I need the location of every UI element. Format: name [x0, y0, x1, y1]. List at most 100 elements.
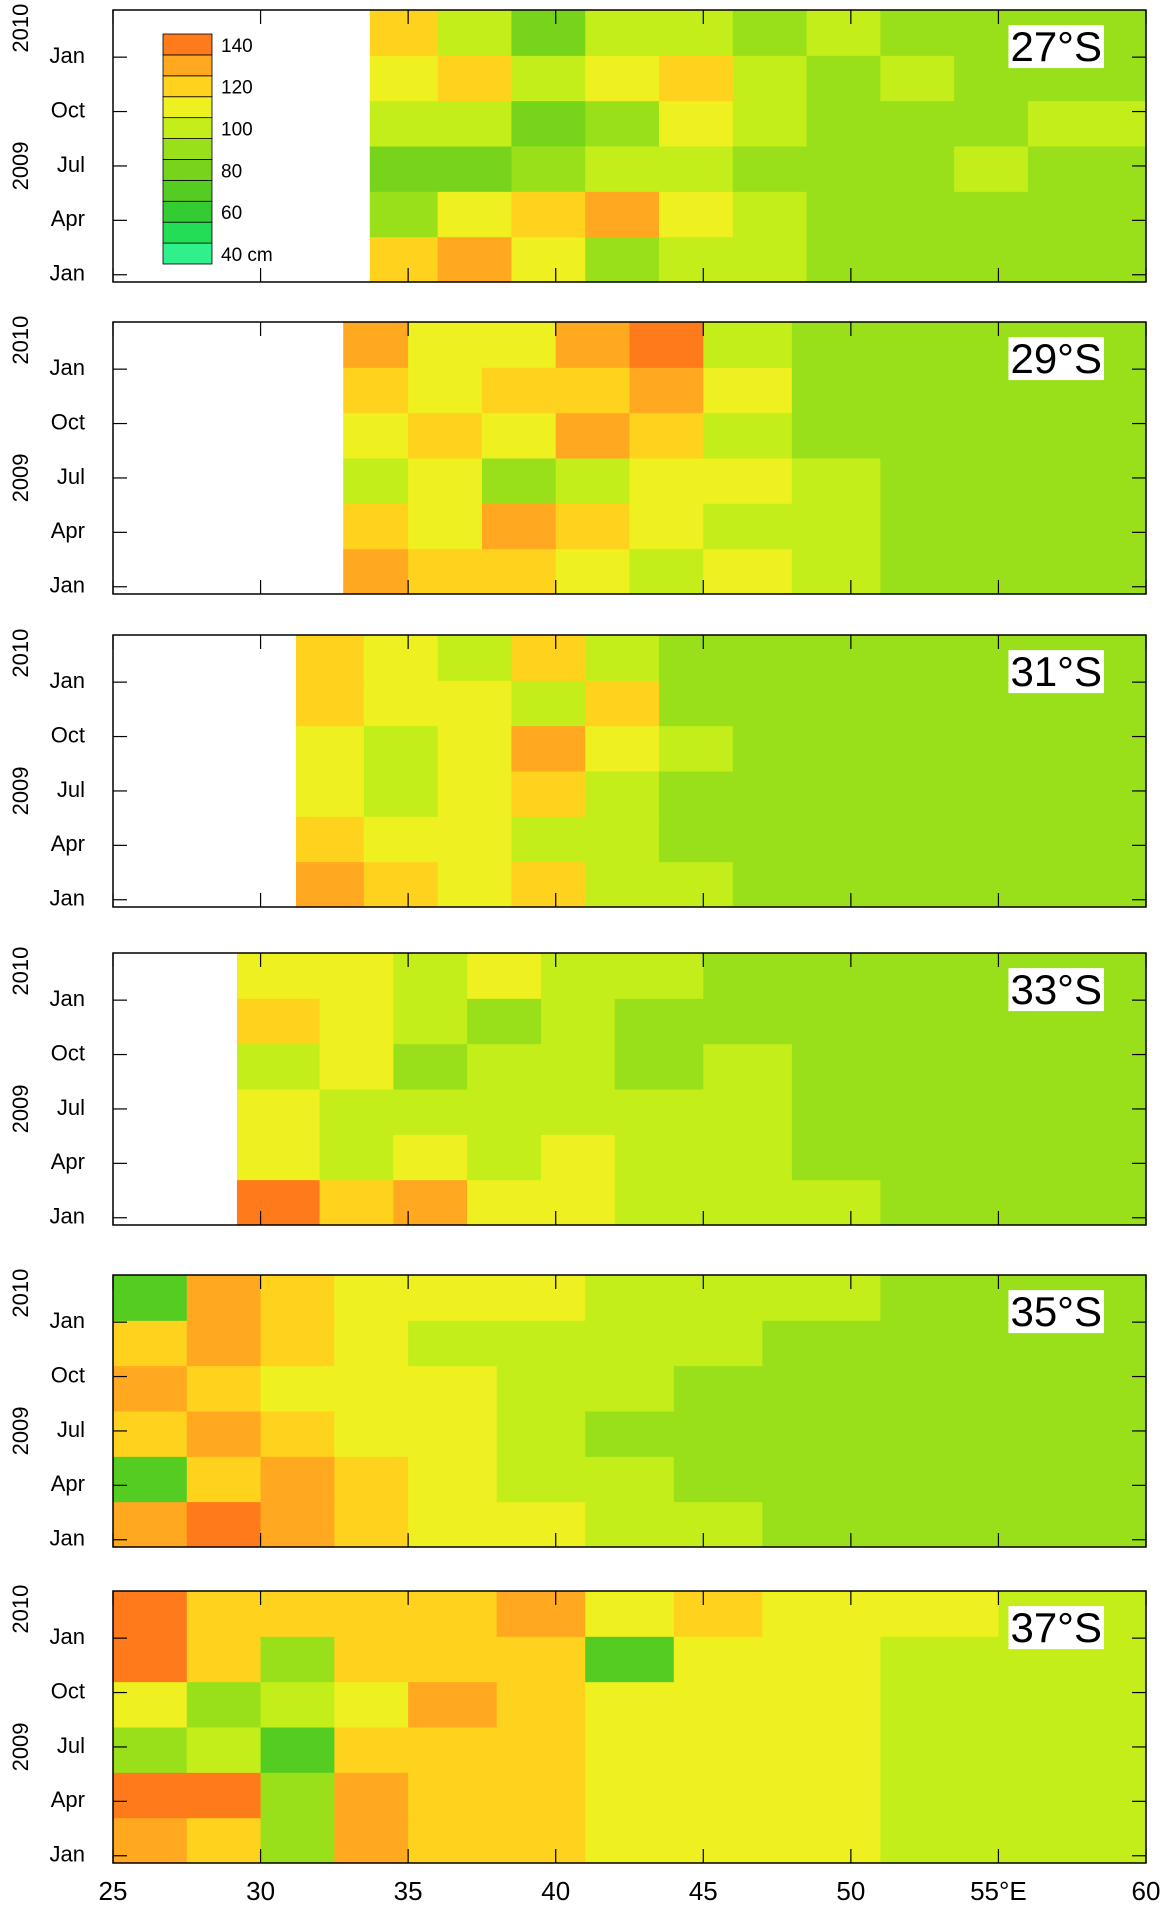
heat-cell [408, 1817, 498, 1864]
y-tick-label: Jan [50, 1842, 85, 1867]
heat-cell [437, 635, 512, 681]
heat-cell [393, 953, 468, 999]
heat-cell [791, 458, 881, 504]
panel-label-background [1008, 1606, 1104, 1650]
heat-cell [511, 816, 586, 863]
x-tick-label: 25 [99, 1876, 128, 1906]
year-label: 2010 [8, 316, 33, 365]
heat-cell [511, 100, 586, 147]
heat-cell [659, 680, 734, 727]
y-tick-label: Jan [50, 1526, 85, 1551]
heat-cell [659, 861, 734, 908]
heat-cell [585, 10, 660, 56]
heat-cell [703, 1179, 793, 1226]
heat-cell [998, 1043, 1147, 1090]
heat-cell [511, 861, 586, 908]
panel-label: 37°S [1010, 1604, 1102, 1651]
heat-cell [968, 548, 1058, 595]
heat-cell [909, 725, 1029, 772]
heat-cell [732, 55, 808, 102]
colorbar-swatch [162, 179, 213, 202]
x-tick-label: 35 [394, 1876, 423, 1906]
heat-cell [555, 548, 630, 595]
heat-cell [998, 1501, 1147, 1548]
colorbar-swatch [162, 242, 213, 265]
x-tick-label: 40 [541, 1876, 570, 1906]
heat-cell [511, 10, 586, 56]
heat-cell [408, 1320, 498, 1367]
heat-cell [998, 1727, 1147, 1773]
heat-cell [343, 412, 409, 459]
heat-cell [998, 1681, 1147, 1728]
heat-cell [1057, 412, 1147, 459]
heat-cell [1027, 725, 1147, 772]
heat-cell [1027, 861, 1147, 908]
heat-cell [113, 1591, 188, 1637]
heat-cell [791, 503, 881, 550]
y-tick-label: Jan [50, 986, 85, 1011]
heat-cell [880, 1727, 999, 1773]
heat-cell [363, 680, 439, 727]
heat-cell [659, 100, 734, 147]
heat-cell [260, 1681, 335, 1728]
y-tick-label: Jan [50, 886, 85, 911]
heat-cell [437, 816, 512, 863]
heat-cell [319, 953, 394, 999]
heat-cell [295, 725, 365, 772]
y-tick-label: Oct [51, 722, 85, 747]
heat-cell [540, 1043, 616, 1090]
heat-cell [408, 1772, 498, 1819]
heat-cell [260, 1772, 335, 1819]
y-tick-label: Apr [51, 206, 85, 231]
heat-cell [334, 1817, 409, 1864]
heat-cell [260, 1456, 335, 1503]
heat-cell [880, 1411, 999, 1457]
heat-cell [334, 1275, 409, 1321]
heat-cell [629, 412, 704, 459]
heat-cell [236, 1043, 321, 1090]
heat-cell [408, 1275, 498, 1321]
heat-cell [791, 1134, 881, 1181]
heat-cell [732, 816, 822, 863]
y-tick-label: Apr [51, 518, 85, 543]
heat-cell [732, 771, 822, 817]
heat-cell [791, 1179, 881, 1226]
heat-cell [762, 1817, 881, 1864]
heat-cell [703, 1043, 793, 1090]
heat-cell [408, 1411, 498, 1457]
heat-cell [369, 100, 439, 147]
heat-cell [319, 1134, 394, 1181]
heat-cell [113, 1681, 188, 1728]
heat-cell [437, 100, 512, 147]
heat-cell [334, 1727, 409, 1773]
y-tick-label: Jul [57, 1417, 85, 1442]
heat-cell [880, 1501, 999, 1548]
heat-cell [585, 1501, 675, 1548]
heat-cell [585, 1365, 675, 1412]
heat-cell [880, 1043, 999, 1090]
heat-cell [880, 1456, 999, 1503]
heat-cell [343, 548, 409, 595]
heat-cell [762, 1772, 881, 1819]
heat-cell [496, 1636, 586, 1683]
heat-cell [496, 1411, 586, 1457]
heat-cell [496, 1365, 586, 1412]
heat-cell [585, 635, 660, 681]
heat-cell [236, 1089, 321, 1135]
heat-cell [806, 146, 881, 192]
heat-cell [1027, 236, 1147, 283]
heat-cell [585, 1817, 675, 1864]
heat-cell [585, 146, 660, 192]
heat-cell [343, 322, 409, 368]
colorbar-swatch [162, 159, 213, 181]
heat-cell [481, 548, 557, 595]
heat-cell [909, 861, 1029, 908]
heat-cell [880, 10, 955, 56]
heat-cell [113, 1727, 188, 1773]
panel-label-background [1008, 1290, 1104, 1334]
heat-cell [673, 1456, 763, 1503]
heat-cell [659, 146, 734, 192]
heat-cell [732, 10, 808, 56]
year-label: 2009 [8, 141, 33, 190]
heat-cell [496, 1501, 586, 1548]
